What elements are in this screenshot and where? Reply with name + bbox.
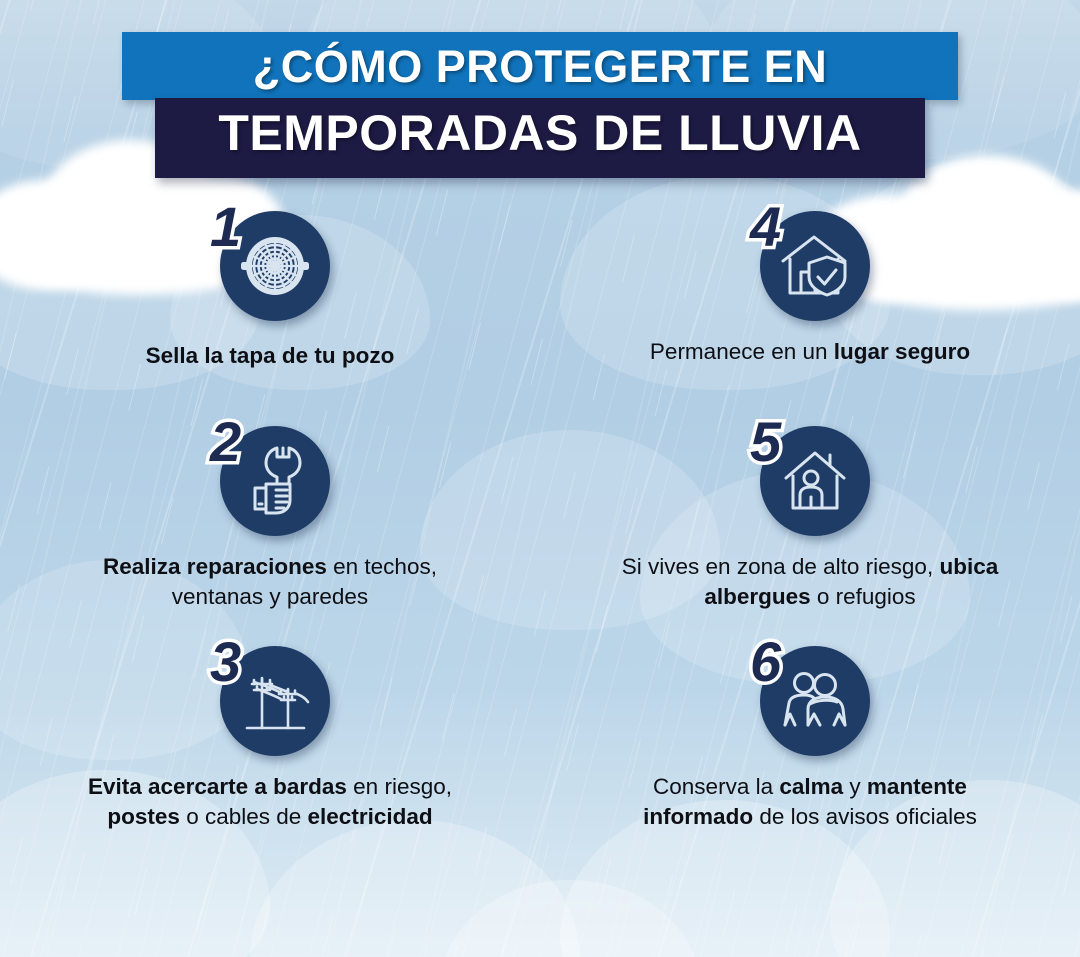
title-banner-blue	[122, 32, 958, 100]
person-in-house-icon	[760, 426, 870, 536]
house-shield-check-icon	[760, 211, 870, 321]
page-title-line-2: TEMPORADAS DE LLUVIA	[218, 105, 862, 161]
tip-caption-3: Evita acercarte a bardas en riesgo, post…	[88, 774, 452, 829]
tip-icon-wrap-2: 2	[206, 408, 330, 540]
tip-caption-5: Si vives en zona de alto riesgo, ubica a…	[621, 554, 999, 609]
tip-item-2: 2 Realiza reparaciones en techos, ventan…	[0, 408, 540, 640]
power-poles-icon	[220, 646, 330, 756]
tip-caption-2: Realiza reparaciones en techos, ventanas…	[103, 554, 437, 609]
two-people-support-icon	[760, 646, 870, 756]
tip-caption-4: Permanece en un lugar seguro	[649, 339, 971, 364]
tip-icon-wrap-1: 1	[206, 193, 330, 325]
step-number-2: 2	[206, 408, 244, 475]
manhole-cover-icon	[220, 211, 330, 321]
page-title-line-1: ¿CÓMO PROTEGERTE EN	[252, 41, 828, 92]
tip-item-3: 3 Evita acercarte a bardas en riesgo, po…	[0, 628, 540, 870]
step-number-1: 1	[206, 193, 244, 260]
hand-wrench-icon	[220, 426, 330, 536]
tip-item-6: 6 Conserva la calma y mantente informado…	[540, 628, 1080, 870]
tip-caption-1: Sella la tapa de tu pozo	[145, 343, 395, 368]
step-number-4: 4	[746, 193, 784, 260]
step-number-5: 5	[746, 408, 784, 475]
tip-item-1: 1 Sella la tapa de tu pozo	[0, 193, 540, 420]
tips-grid: 1 Sella la tapa de tu pozo 4 Permanece	[0, 193, 1080, 957]
tip-item-4: 4 Permanece en un lugar seguro	[540, 193, 1080, 420]
tip-icon-wrap-5: 5	[746, 408, 870, 540]
tip-icon-wrap-6: 6	[746, 628, 870, 760]
tip-icon-wrap-3: 3	[206, 628, 330, 760]
tip-item-5: 5 Si vives en zona de alto riesgo, ubica…	[540, 408, 1080, 640]
tip-icon-wrap-4: 4	[746, 193, 870, 325]
step-number-3: 3	[206, 628, 244, 695]
title-banner-navy	[155, 98, 925, 178]
step-number-6: 6	[746, 628, 784, 695]
tip-caption-6: Conserva la calma y mantente informado d…	[643, 774, 977, 829]
